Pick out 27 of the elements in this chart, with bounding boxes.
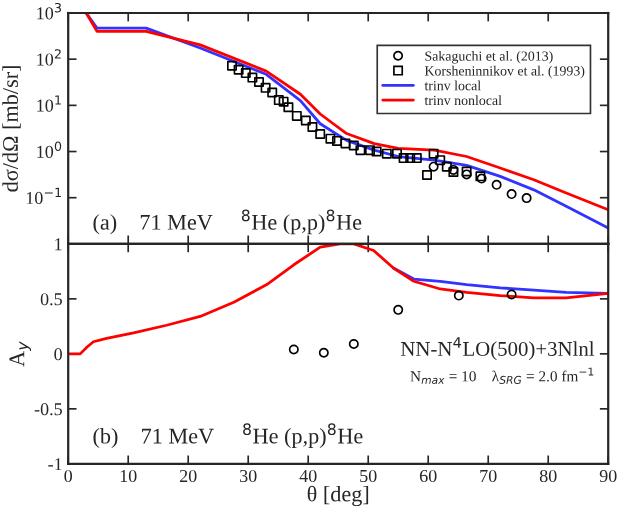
- y-tick-label: 0.5: [40, 293, 62, 306]
- annotation: NN-N$^{4}$LO(500)+3Nlnl: [400, 337, 595, 361]
- y-axis-title: A$_{y}$: [9, 341, 32, 367]
- x-tick-label: 20: [179, 469, 197, 483]
- y-tick-label: 10$^{1}$: [37, 95, 61, 112]
- y-tick-label: -0.5: [34, 403, 62, 416]
- x-tick-label: 80: [539, 469, 557, 483]
- y-tick-label: 10$^{−1}$: [26, 187, 61, 205]
- x-axis-title: θ [deg]: [307, 485, 369, 507]
- text: (b) 71 MeV $^{8}$He (p,p)$^{8}$He: [93, 423, 363, 449]
- x-tick-label: 90: [599, 469, 617, 483]
- x-tick-label: 10: [120, 469, 137, 483]
- y-tick-label: 10$^{2}$: [37, 49, 61, 66]
- x-tick-label: 60: [419, 469, 437, 483]
- y-tick-label: 1: [55, 238, 62, 251]
- y-tick-label: 0: [54, 348, 62, 361]
- y-tick-label: 10$^{0}$: [37, 141, 62, 158]
- text: (a) 71 MeV $^{8}$He (p,p)$^{8}$He: [93, 209, 362, 235]
- x-tick-label: 0: [64, 469, 73, 483]
- line-series: [392, 266, 609, 295]
- y-axis-title: dσ/dΩ [mb/sr]: [2, 66, 21, 192]
- x-tick-label: 70: [480, 469, 497, 483]
- y-tick-label: -1: [48, 458, 62, 471]
- y-tick-label: 10$^{3}$: [37, 2, 61, 20]
- x-tick-label: 30: [240, 469, 257, 483]
- x-tick-label: 40: [299, 469, 317, 483]
- x-tick-label: 50: [360, 469, 377, 483]
